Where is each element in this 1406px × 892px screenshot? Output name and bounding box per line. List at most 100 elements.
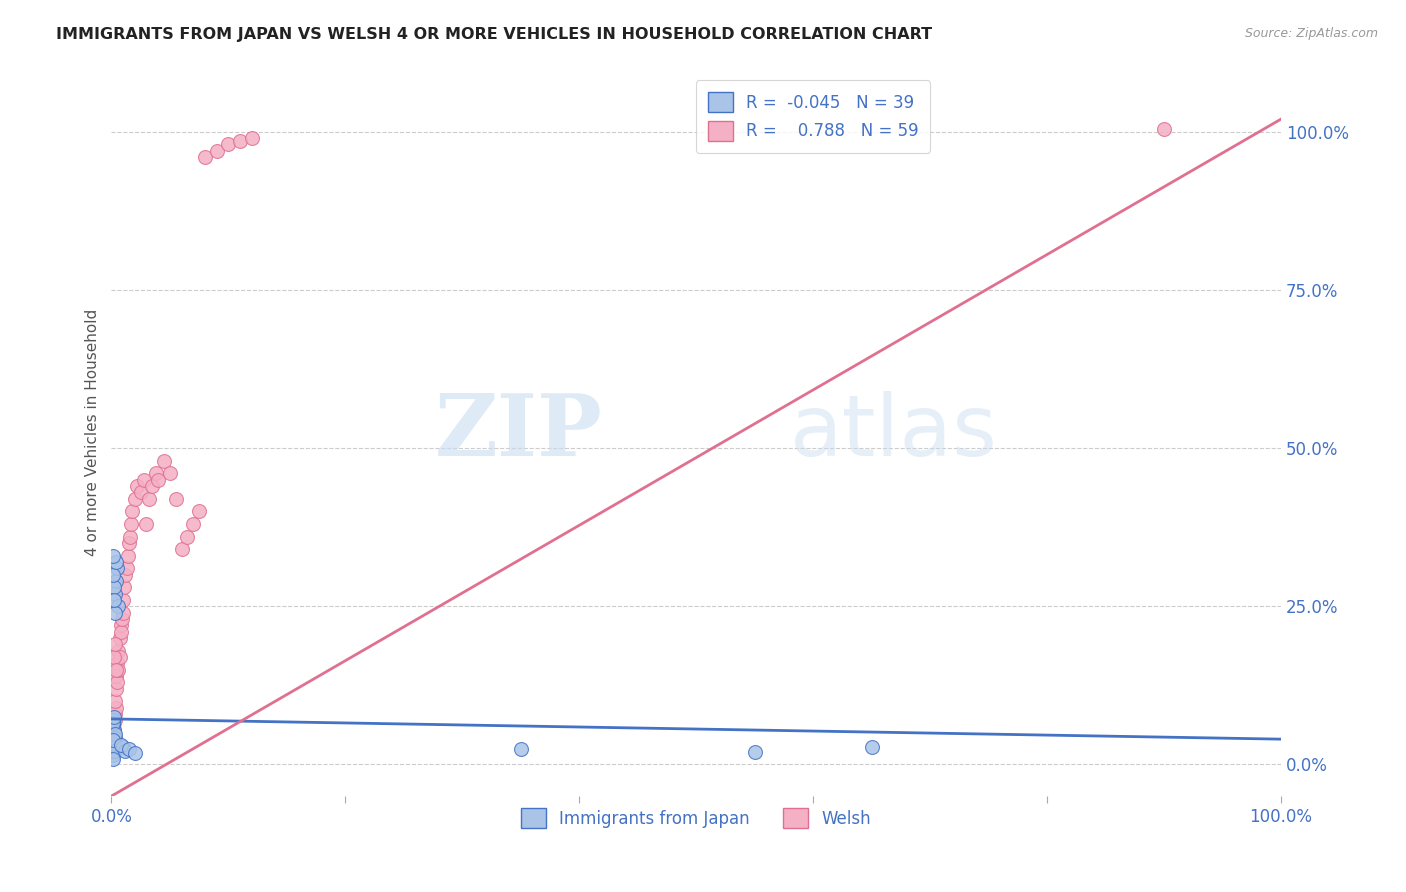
- Point: [240, 131, 263, 145]
- Point: [105, 574, 128, 588]
- Point: [188, 504, 211, 518]
- Text: Source: ZipAtlas.com: Source: ZipAtlas.com: [1244, 27, 1378, 40]
- Point: [101, 739, 124, 753]
- Point: [110, 624, 132, 639]
- Point: [101, 745, 124, 759]
- Point: [217, 137, 239, 152]
- Point: [107, 643, 129, 657]
- Point: [114, 743, 136, 757]
- Point: [176, 530, 198, 544]
- Point: [101, 745, 124, 759]
- Point: [101, 719, 124, 733]
- Legend: Immigrants from Japan, Welsh: Immigrants from Japan, Welsh: [515, 801, 877, 835]
- Text: ZIP: ZIP: [434, 391, 603, 475]
- Point: [1153, 121, 1175, 136]
- Point: [104, 637, 127, 651]
- Point: [101, 732, 124, 747]
- Point: [148, 473, 170, 487]
- Point: [104, 741, 127, 756]
- Point: [105, 739, 128, 754]
- Point: [105, 663, 128, 677]
- Point: [121, 504, 143, 518]
- Point: [101, 719, 124, 733]
- Point: [124, 491, 146, 506]
- Point: [105, 555, 128, 569]
- Point: [115, 561, 138, 575]
- Point: [103, 723, 125, 737]
- Point: [103, 739, 125, 753]
- Point: [104, 727, 127, 741]
- Point: [181, 516, 204, 531]
- Point: [101, 747, 124, 762]
- Point: [103, 735, 125, 749]
- Point: [103, 716, 125, 731]
- Point: [111, 612, 134, 626]
- Point: [108, 631, 131, 645]
- Point: [105, 561, 128, 575]
- Point: [103, 729, 125, 743]
- Point: [117, 549, 139, 563]
- Point: [107, 599, 129, 614]
- Point: [104, 606, 127, 620]
- Point: [103, 710, 125, 724]
- Point: [103, 593, 125, 607]
- Point: [120, 516, 142, 531]
- Point: [103, 737, 125, 751]
- Point: [101, 567, 124, 582]
- Point: [104, 587, 127, 601]
- Point: [107, 663, 129, 677]
- Point: [229, 134, 252, 148]
- Point: [159, 467, 181, 481]
- Point: [101, 726, 124, 740]
- Point: [165, 491, 187, 506]
- Point: [744, 745, 766, 759]
- Point: [103, 743, 125, 757]
- Point: [124, 746, 146, 760]
- Point: [509, 741, 531, 756]
- Text: IMMIGRANTS FROM JAPAN VS WELSH 4 OR MORE VEHICLES IN HOUSEHOLD CORRELATION CHART: IMMIGRANTS FROM JAPAN VS WELSH 4 OR MORE…: [56, 27, 932, 42]
- Point: [103, 649, 125, 664]
- Point: [101, 732, 124, 747]
- Point: [105, 657, 128, 671]
- Point: [103, 723, 125, 737]
- Point: [138, 491, 160, 506]
- Y-axis label: 4 or more Vehicles in Household: 4 or more Vehicles in Household: [86, 309, 100, 556]
- Point: [104, 713, 127, 727]
- Point: [104, 706, 127, 721]
- Point: [112, 593, 135, 607]
- Point: [103, 729, 125, 743]
- Point: [112, 739, 135, 754]
- Point: [101, 735, 124, 749]
- Point: [101, 752, 124, 766]
- Point: [145, 467, 167, 481]
- Text: atlas: atlas: [790, 391, 998, 474]
- Point: [105, 681, 128, 696]
- Point: [104, 735, 127, 749]
- Point: [101, 716, 124, 731]
- Point: [101, 733, 124, 747]
- Point: [205, 144, 228, 158]
- Point: [105, 700, 128, 714]
- Point: [127, 479, 149, 493]
- Point: [110, 618, 132, 632]
- Point: [170, 542, 193, 557]
- Point: [104, 731, 127, 745]
- Point: [134, 473, 156, 487]
- Point: [103, 580, 125, 594]
- Point: [120, 530, 142, 544]
- Point: [114, 567, 136, 582]
- Point: [118, 536, 141, 550]
- Point: [141, 479, 163, 493]
- Point: [112, 580, 135, 594]
- Point: [104, 694, 127, 708]
- Point: [101, 713, 124, 727]
- Point: [105, 675, 128, 690]
- Point: [110, 739, 132, 753]
- Point: [105, 669, 128, 683]
- Point: [101, 549, 124, 563]
- Point: [860, 739, 883, 754]
- Point: [108, 649, 131, 664]
- Point: [118, 741, 141, 756]
- Point: [194, 150, 217, 164]
- Point: [129, 485, 152, 500]
